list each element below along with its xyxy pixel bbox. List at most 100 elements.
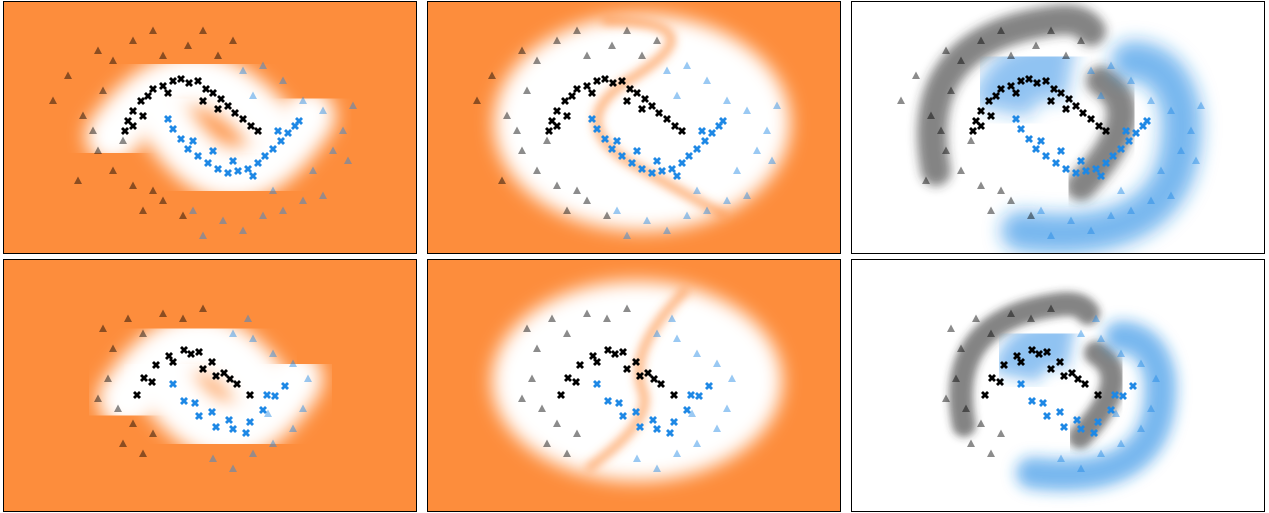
triangle-point xyxy=(573,429,581,437)
triangle-point xyxy=(149,186,157,194)
cross-point xyxy=(249,172,257,180)
cross-point xyxy=(997,85,1005,93)
triangle-point xyxy=(573,26,581,34)
triangle-point xyxy=(109,344,117,352)
triangle-point xyxy=(553,419,561,427)
triangle-point xyxy=(683,61,691,69)
triangle-point xyxy=(673,334,681,342)
cross-point xyxy=(129,107,137,115)
triangle-point xyxy=(937,126,945,134)
cross-point xyxy=(212,423,220,431)
cross-point xyxy=(202,85,210,93)
cross-point xyxy=(1107,406,1115,414)
cross-point xyxy=(1087,115,1095,123)
cross-point xyxy=(1119,392,1127,400)
cross-point xyxy=(246,418,254,426)
panel xyxy=(3,1,417,254)
triangle-point xyxy=(952,374,960,382)
triangle-point xyxy=(977,419,985,427)
triangle-point xyxy=(129,181,137,189)
cross-point xyxy=(1042,77,1050,85)
cross-point xyxy=(1072,102,1080,110)
cross-point xyxy=(1056,358,1064,366)
cross-point xyxy=(295,117,303,125)
triangle-point xyxy=(583,196,591,204)
triangle-point xyxy=(1032,41,1040,49)
cross-point xyxy=(199,365,207,373)
panel xyxy=(427,1,841,254)
triangle-point xyxy=(663,226,671,234)
cross-point xyxy=(678,159,686,167)
cross-point xyxy=(277,137,285,145)
cross-point xyxy=(139,112,147,120)
triangle-point xyxy=(1197,101,1205,109)
cross-point xyxy=(705,382,713,390)
triangle-point xyxy=(1167,106,1175,114)
density xyxy=(585,286,690,472)
cross-point xyxy=(633,147,641,155)
cross-point xyxy=(261,152,269,160)
density xyxy=(133,349,323,459)
panel-border xyxy=(427,1,841,254)
triangle-point xyxy=(199,231,207,239)
triangle-point xyxy=(977,181,985,189)
triangle-point xyxy=(723,196,731,204)
cross-point xyxy=(633,89,641,97)
panel-border xyxy=(851,1,1265,254)
triangle-point xyxy=(623,26,631,34)
triangle-point xyxy=(89,126,97,134)
triangle-point xyxy=(613,206,621,214)
triangle-point xyxy=(768,156,776,164)
triangle-point xyxy=(1027,314,1035,322)
triangle-point xyxy=(523,86,531,94)
triangle-point xyxy=(563,329,571,337)
triangle-point xyxy=(159,51,167,59)
cross-point xyxy=(628,159,636,167)
cross-point xyxy=(604,397,612,405)
cross-point xyxy=(1125,137,1133,145)
triangle-point xyxy=(299,96,307,104)
cross-point xyxy=(144,92,152,100)
cross-point xyxy=(636,372,644,380)
triangle-point xyxy=(249,449,257,457)
triangle-point xyxy=(344,156,352,164)
triangle-point xyxy=(693,349,701,357)
cross-point xyxy=(583,82,591,90)
triangle-point xyxy=(513,126,521,134)
triangle-point xyxy=(1177,146,1185,154)
cross-point xyxy=(593,380,601,388)
cross-point xyxy=(1035,350,1043,358)
cross-point xyxy=(1017,380,1025,388)
triangle-point xyxy=(269,439,277,447)
cross-point xyxy=(613,137,621,145)
triangle-point xyxy=(922,176,930,184)
panel-border xyxy=(851,259,1265,512)
cross-point xyxy=(1065,95,1073,103)
triangle-point xyxy=(1147,196,1155,204)
panel-border xyxy=(427,259,841,512)
cross-point xyxy=(247,122,255,130)
cross-point xyxy=(195,412,203,420)
cross-point xyxy=(180,346,188,354)
cross-point xyxy=(719,117,727,125)
cross-point xyxy=(185,79,193,87)
triangle-point xyxy=(1127,206,1135,214)
cross-point xyxy=(673,172,681,180)
cross-point xyxy=(992,92,1000,100)
cross-point xyxy=(1077,157,1085,165)
cross-point xyxy=(177,75,185,83)
triangle-point xyxy=(947,324,955,332)
triangle-point xyxy=(927,111,935,119)
cross-point xyxy=(698,127,706,135)
triangle-point xyxy=(728,374,736,382)
cross-point xyxy=(189,137,197,145)
cross-point xyxy=(1072,169,1080,177)
density xyxy=(594,18,729,219)
triangle-point xyxy=(543,439,551,447)
cross-point xyxy=(653,425,661,433)
cross-point xyxy=(1000,361,1008,369)
cross-point xyxy=(593,358,601,366)
triangle-point xyxy=(229,36,237,44)
cross-point xyxy=(1102,127,1110,135)
cross-point xyxy=(149,85,157,93)
